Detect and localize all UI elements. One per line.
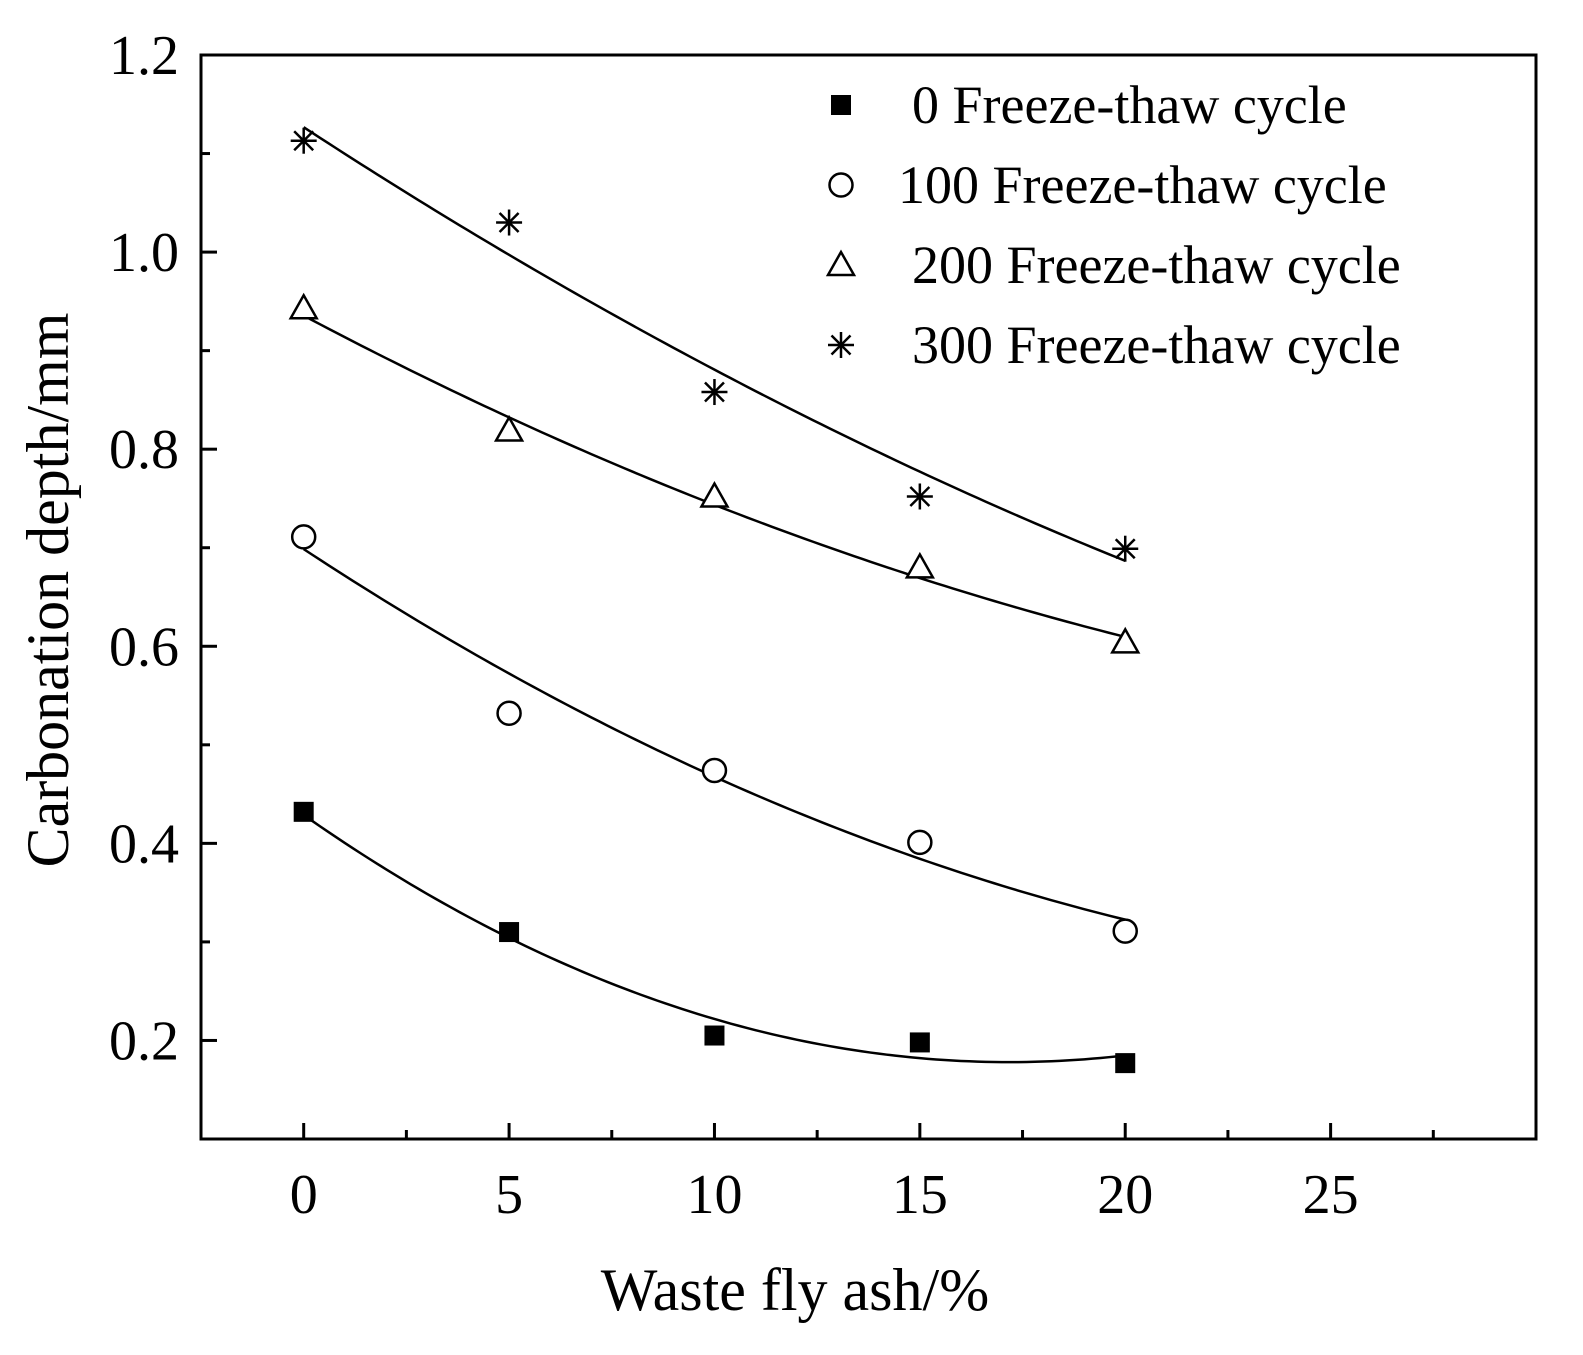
fit-curve-series-0 xyxy=(302,813,1126,1064)
data-point-series-1 xyxy=(290,524,317,550)
data-point-series-1 xyxy=(496,700,522,727)
axis-ticks xyxy=(201,53,1435,1141)
y-tick-label: 0.8 xyxy=(109,419,179,481)
plot-frame xyxy=(199,53,1538,1141)
x-tick-label: 20 xyxy=(1097,1164,1153,1226)
y-tick-label: 0.4 xyxy=(109,813,179,875)
y-tick-label: 0.2 xyxy=(109,1010,179,1072)
legend-asterisk-marker xyxy=(828,332,854,358)
data-point-series-2 xyxy=(699,480,730,508)
data-point-series-0 xyxy=(293,801,314,822)
data-point-series-2 xyxy=(1110,626,1141,654)
x-axis-title: Waste fly ash/% xyxy=(601,1257,989,1323)
data-markers xyxy=(288,127,1141,1074)
tick-labels: 0 5 10 15 20 25 0.2 0.4 0.6 0.8 1.0 1.2 xyxy=(109,25,1359,1226)
x-tick-label: 5 xyxy=(495,1164,523,1226)
data-point-series-0 xyxy=(499,922,520,943)
data-point-series-2 xyxy=(288,292,319,320)
data-point-series-0 xyxy=(704,1025,725,1046)
y-tick-label: 1.0 xyxy=(109,222,179,284)
x-tick-label: 25 xyxy=(1303,1164,1359,1226)
x-tick-label: 10 xyxy=(686,1164,742,1226)
data-point-series-3 xyxy=(496,209,523,236)
legend-label: 0 Freeze-thaw cycle xyxy=(912,75,1347,135)
data-point-series-1 xyxy=(1112,918,1138,944)
data-point-series-1 xyxy=(701,757,728,784)
y-axis-title: Carbonation depth/mm xyxy=(15,313,81,868)
legend-triangle-marker xyxy=(825,249,857,277)
legend-label: 300 Freeze-thaw cycle xyxy=(912,315,1401,375)
legend-label: 100 Freeze-thaw cycle xyxy=(898,155,1387,215)
data-point-series-3 xyxy=(1112,535,1139,562)
x-tick-label: 15 xyxy=(892,1164,948,1226)
legend-square-marker xyxy=(831,95,851,115)
data-point-series-2 xyxy=(904,551,935,579)
data-point-series-3 xyxy=(701,379,728,406)
data-point-series-0 xyxy=(909,1032,930,1053)
x-tick-label: 0 xyxy=(290,1164,318,1226)
y-tick-label: 0.6 xyxy=(109,616,179,678)
data-point-series-0 xyxy=(1115,1053,1136,1074)
legend: 0 Freeze-thaw cycle 100 Freeze-thaw cycle… xyxy=(825,75,1401,375)
legend-label: 200 Freeze-thaw cycle xyxy=(912,235,1401,295)
legend-circle-marker xyxy=(828,172,854,198)
data-point-series-1 xyxy=(907,829,933,856)
fit-curve-series-1 xyxy=(303,548,1126,921)
data-point-series-2 xyxy=(493,414,525,442)
data-point-series-3 xyxy=(906,483,933,510)
data-point-series-3 xyxy=(290,127,317,154)
y-tick-label: 1.2 xyxy=(109,25,179,87)
fit-curve-series-3 xyxy=(303,126,1126,562)
